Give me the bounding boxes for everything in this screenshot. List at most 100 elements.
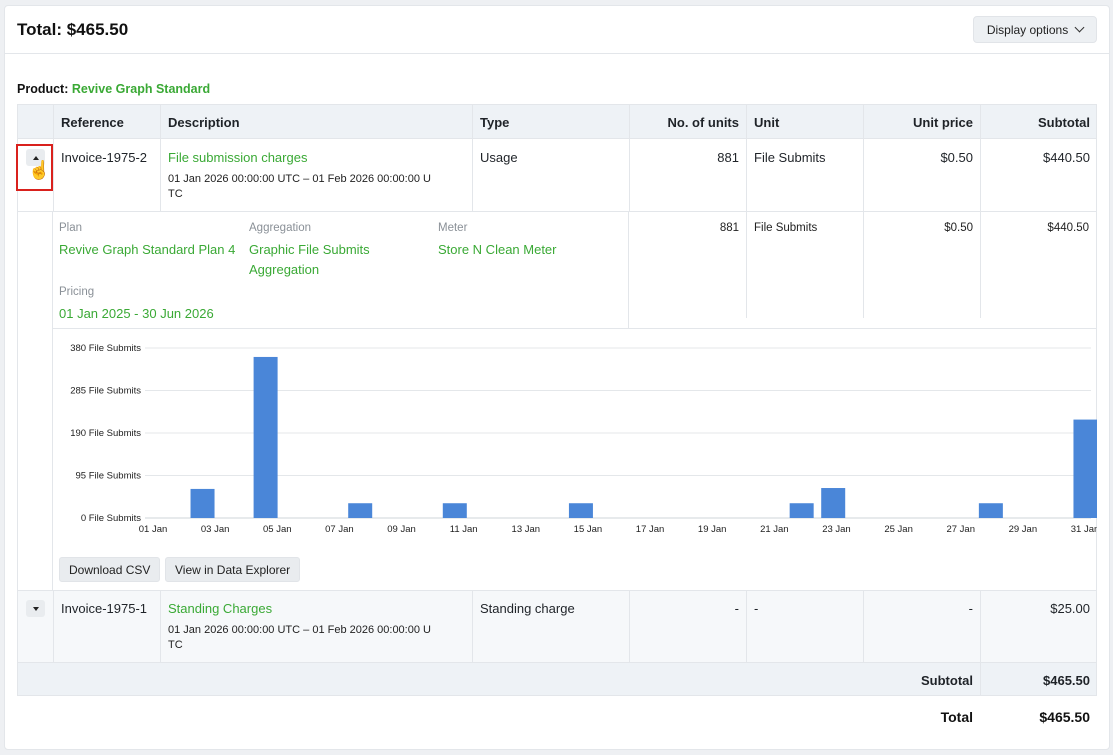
product-line: Product: Revive Graph Standard — [17, 82, 210, 96]
toggle-cell — [18, 591, 54, 662]
period-line-2: TC — [168, 188, 183, 200]
display-options-label: Display options — [986, 22, 1069, 37]
invoice-card: Total: $465.50 Display options Product: … — [4, 5, 1110, 750]
line-detail: Plan Revive Graph Standard Plan 4 Aggreg… — [53, 212, 1097, 329]
expanded-indent — [17, 212, 53, 596]
description-link[interactable]: File submission charges — [168, 150, 308, 165]
subtotal-cell: $25.00 — [1050, 601, 1090, 616]
card-header: Total: $465.50 Display options — [5, 6, 1109, 54]
y-tick-label: 285 File Submits — [70, 386, 141, 397]
display-options-button[interactable]: Display options — [973, 16, 1097, 43]
aggregation-link[interactable]: Graphic File Submits Aggregation — [249, 240, 370, 280]
caret-up-icon — [32, 155, 39, 160]
bar — [253, 356, 278, 518]
table-row: Invoice-1975-2 File submission charges 0… — [17, 139, 1097, 212]
detail-info: Plan Revive Graph Standard Plan 4 Aggreg… — [53, 212, 629, 328]
description-link[interactable]: Standing Charges — [168, 601, 273, 616]
product-name-link[interactable]: Revive Graph Standard — [71, 82, 211, 96]
period-line-1: 01 Jan 2026 00:00:00 UTC – 01 Feb 2026 0… — [168, 624, 431, 636]
x-tick-label: 07 Jan — [325, 524, 354, 535]
x-tick-label: 09 Jan — [387, 524, 416, 535]
hand-cursor-icon: ☝ — [28, 160, 51, 180]
units-cell: 881 — [630, 139, 747, 211]
caret-down-icon — [32, 606, 39, 611]
description-cell: File submission charges 01 Jan 2026 00:0… — [161, 139, 473, 211]
detail-unit: File Submits — [746, 212, 863, 318]
aggregation-line-1: Graphic File Submits — [249, 242, 370, 257]
unit-cell: File Submits — [747, 139, 864, 211]
detail-unit-price: $0.50 — [863, 212, 980, 318]
usage-chart: 380 File Submits 285 File Submits 190 File… — [70, 343, 1097, 535]
usage-chart-panel: 380 File Submits 285 File Submits 190 File… — [53, 328, 1097, 596]
pricing-label: Pricing — [59, 286, 95, 298]
plan-label: Plan — [59, 222, 83, 234]
x-tick-label: 11 Jan — [450, 524, 478, 535]
x-tick-label: 25 Jan — [884, 524, 913, 535]
x-tick-label: 13 Jan — [512, 524, 541, 535]
units-cell: - — [630, 591, 747, 662]
product-label: Product: — [17, 82, 69, 96]
col-unit: Unit — [747, 105, 864, 138]
table-row: Invoice-1975-1 Standing Charges 01 Jan 2… — [17, 590, 1097, 663]
period-text: 01 Jan 2026 00:00:00 UTC – 01 Feb 2026 0… — [168, 621, 465, 655]
col-unit-price: Unit price — [864, 105, 981, 138]
unit-cell: - — [747, 591, 864, 662]
y-tick-label: 190 File Submits — [70, 428, 141, 439]
period-text: 01 Jan 2026 00:00:00 UTC – 01 Feb 2026 0… — [168, 170, 465, 204]
reference-cell: Invoice-1975-2 — [54, 139, 161, 211]
period-line-1: 01 Jan 2026 00:00:00 UTC – 01 Feb 2026 0… — [168, 173, 431, 185]
x-tick-label: 27 Jan — [946, 524, 975, 535]
toggle-cell — [18, 139, 54, 211]
meter-label: Meter — [438, 222, 468, 234]
x-tick-label: 29 Jan — [1009, 524, 1038, 535]
bar — [190, 488, 215, 518]
chevron-down-icon — [1074, 22, 1085, 33]
view-data-explorer-button[interactable]: View in Data Explorer — [165, 557, 301, 582]
highlight-box — [16, 144, 53, 191]
table-header: Reference Description Type No. of units … — [17, 104, 1097, 139]
subtotal-value: $465.50 — [1043, 673, 1090, 688]
header-toggle-cell — [18, 105, 54, 138]
reference-cell: Invoice-1975-1 — [54, 591, 161, 662]
collapse-button[interactable] — [26, 149, 45, 166]
detail-units: 881 — [719, 222, 739, 234]
bar — [1073, 419, 1097, 518]
col-units: No. of units — [630, 105, 747, 138]
pricing-link[interactable]: 01 Jan 2025 - 30 Jun 2026 — [59, 306, 214, 321]
subtotal-label: Subtotal — [864, 663, 981, 695]
plan-link[interactable]: Revive Graph Standard Plan 4 — [59, 242, 236, 257]
expand-button[interactable] — [26, 600, 45, 617]
type-cell: Usage — [473, 139, 630, 211]
y-tick-label: 0 File Submits — [81, 513, 141, 524]
bar — [442, 503, 467, 518]
grand-total-label: Total — [940, 709, 973, 725]
col-reference: Reference — [54, 105, 161, 138]
page-title: Total: $465.50 — [17, 20, 129, 39]
subtotal-cell: $440.50 — [1043, 150, 1090, 165]
x-tick-label: 19 Jan — [698, 524, 727, 535]
period-line-2: TC — [168, 639, 183, 651]
bar — [978, 503, 1003, 518]
col-type: Type — [473, 105, 630, 138]
y-tick-label: 95 File Submits — [76, 471, 142, 482]
bar — [821, 488, 846, 518]
meter-link[interactable]: Store N Clean Meter — [438, 242, 557, 257]
bar — [789, 503, 814, 518]
x-tick-label: 17 Jan — [636, 524, 665, 535]
x-tick-label: 15 Jan — [574, 524, 603, 535]
type-cell: Standing charge — [473, 591, 630, 662]
y-tick-label: 380 File Submits — [70, 343, 141, 354]
bar — [568, 503, 593, 518]
unit-price-cell: $0.50 — [864, 139, 981, 211]
aggregation-label: Aggregation — [249, 222, 312, 234]
col-subtotal: Subtotal — [1038, 115, 1090, 130]
download-csv-button[interactable]: Download CSV — [59, 557, 161, 582]
aggregation-line-2: Aggregation — [249, 262, 320, 277]
subtotal-row: Subtotal $465.50 — [17, 662, 1097, 696]
unit-price-cell: - — [864, 591, 981, 662]
x-tick-label: 03 Jan — [201, 524, 230, 535]
x-tick-label: 01 Jan — [139, 524, 168, 535]
bar — [348, 503, 373, 518]
description-cell: Standing Charges 01 Jan 2026 00:00:00 UT… — [161, 591, 473, 662]
x-tick-label: 05 Jan — [263, 524, 292, 535]
